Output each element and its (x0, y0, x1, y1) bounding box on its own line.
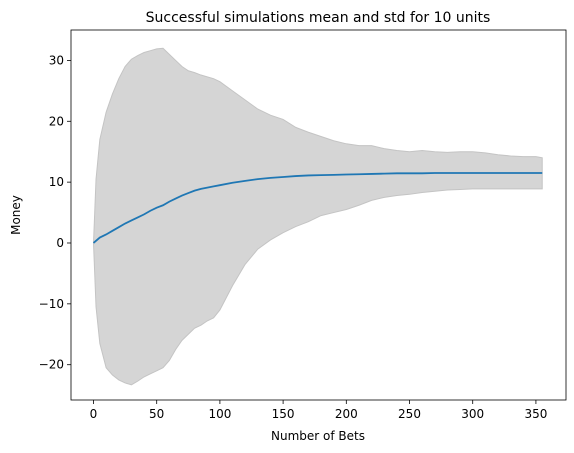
x-axis-label: Number of Bets (271, 429, 365, 443)
x-tick-label: 200 (335, 407, 358, 421)
y-axis: −20 −10 0 10 20 30 (39, 53, 71, 372)
y-tick-label: −20 (39, 358, 64, 372)
plot-frame (70, 29, 567, 401)
x-axis: 0 50 100 150 200 250 300 350 (90, 400, 547, 421)
y-tick-label: 20 (49, 114, 64, 128)
x-tick-label: 150 (272, 407, 295, 421)
x-tick-label: 50 (149, 407, 164, 421)
x-tick-label: 0 (90, 407, 98, 421)
plot-area (70, 29, 567, 401)
y-tick-label: 0 (56, 236, 64, 250)
mean-line (92, 172, 543, 244)
x-tick-label: 250 (398, 407, 421, 421)
y-tick-label: −10 (39, 297, 64, 311)
x-tick-label: 350 (524, 407, 547, 421)
y-axis-label: Money (9, 195, 23, 235)
x-tick-label: 100 (208, 407, 231, 421)
std-band (92, 47, 543, 386)
y-tick-label: 10 (49, 175, 64, 189)
x-tick-label: 300 (461, 407, 484, 421)
chart-title: Successful simulations mean and std for … (146, 10, 491, 26)
y-tick-label: 30 (49, 53, 64, 67)
